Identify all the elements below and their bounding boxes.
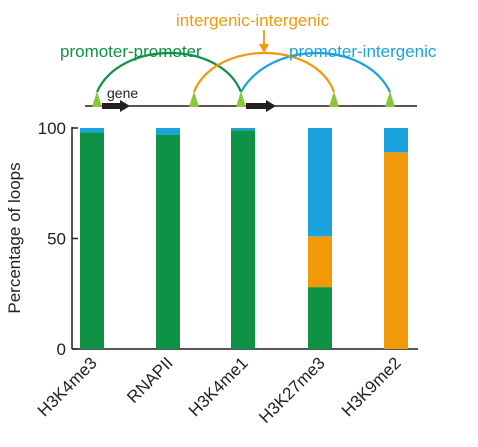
y-tick-label: 0 (57, 340, 66, 359)
bar-H3K4me3-promoter-intergenic (80, 128, 104, 133)
bar-RNAPII-promoter-intergenic (156, 128, 180, 135)
bar-H3K4me1-promoter-promoter (231, 130, 255, 349)
bar-H3K4me1-promoter-intergenic (231, 128, 255, 131)
x-tick-label-H3K9me2: H3K9me2 (338, 353, 405, 420)
anchor-4 (329, 91, 339, 107)
promoter-promoter-loop (95, 52, 243, 93)
x-tick-label-RNAPII: RNAPII (123, 353, 177, 407)
bar-H3K27me3-promoter-intergenic (308, 128, 332, 237)
bar-RNAPII-promoter-promoter (156, 134, 180, 349)
intergenic-arrow-head (259, 44, 269, 53)
x-tick-label-H3K4me1: H3K4me1 (185, 353, 252, 420)
promoter-intergenic-label: promoter-intergenic (289, 42, 437, 61)
anchor-3 (236, 91, 246, 107)
y-tick-label: 50 (47, 230, 66, 249)
loop-schematic-legend: gene promoter-promoter intergenic-interg… (60, 11, 437, 112)
gene-label: gene (107, 85, 138, 101)
bar-H3K9me2-promoter-intergenic (384, 128, 408, 153)
bar-H3K9me2-intergenic-intergenic (384, 152, 408, 349)
gene-arrow-1 (102, 100, 130, 112)
promoter-intergenic-loop (240, 52, 391, 93)
intergenic-intergenic-loop (192, 52, 336, 93)
y-axis-label: Percentage of loops (5, 162, 24, 313)
y-tick-label: 100 (38, 119, 66, 138)
anchor-5 (385, 91, 395, 107)
promoter-promoter-label: promoter-promoter (60, 42, 202, 61)
anchor-1 (92, 91, 102, 107)
x-tick-label-H3K4me3: H3K4me3 (34, 353, 101, 420)
bar-H3K4me3-promoter-promoter (80, 132, 104, 349)
bars (80, 128, 408, 349)
x-tick-label-H3K27me3: H3K27me3 (255, 353, 329, 427)
bar-H3K27me3-promoter-promoter (308, 287, 332, 349)
x-tick-labels: H3K4me3 RNAPII H3K4me1 H3K27me3 H3K9me2 (34, 353, 405, 427)
anchor-2 (189, 91, 199, 107)
gene-arrow-2 (246, 100, 276, 112)
bar-H3K27me3-intergenic-intergenic (308, 236, 332, 288)
y-axis: 0 50 100 (38, 119, 78, 359)
intergenic-intergenic-label: intergenic-intergenic (176, 11, 330, 30)
